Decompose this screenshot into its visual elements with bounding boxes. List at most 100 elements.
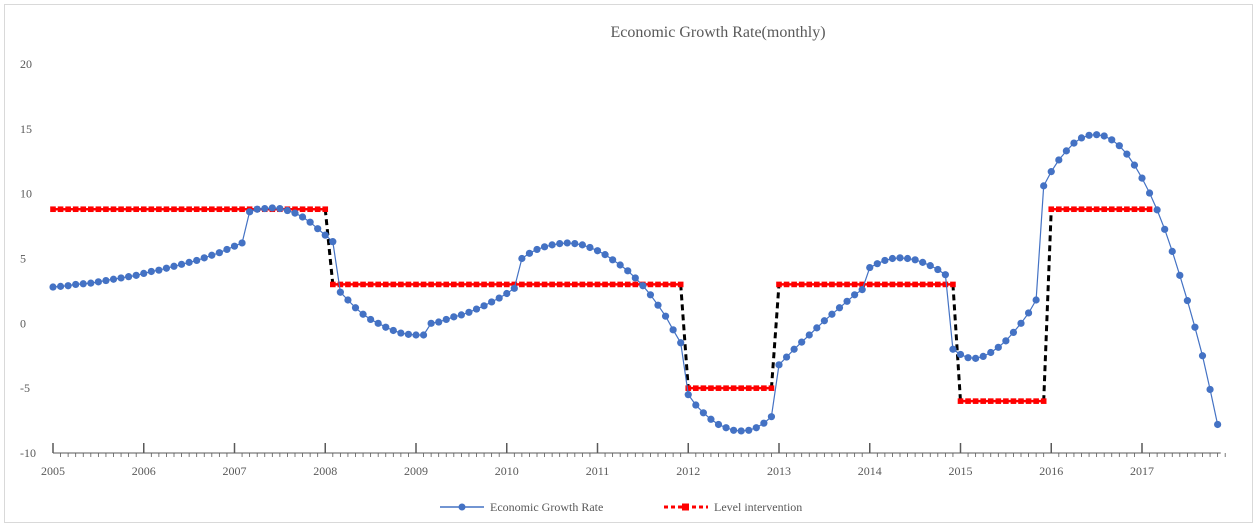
level-point bbox=[526, 281, 533, 288]
level-point bbox=[972, 398, 979, 404]
growth-point bbox=[412, 331, 420, 339]
growth-point bbox=[1040, 182, 1048, 190]
level-point bbox=[587, 281, 593, 288]
growth-point bbox=[510, 284, 518, 292]
growth-point bbox=[692, 401, 700, 409]
level-point bbox=[186, 206, 192, 213]
legend-label-growth: Economic Growth Rate bbox=[490, 500, 603, 514]
growth-point bbox=[926, 262, 934, 270]
growth-point bbox=[843, 297, 851, 305]
level-point bbox=[579, 281, 586, 288]
growth-point bbox=[851, 291, 859, 299]
x-tick-label: 2007 bbox=[223, 464, 247, 478]
growth-point bbox=[329, 238, 337, 246]
x-tick-label: 2016 bbox=[1039, 464, 1063, 478]
level-point bbox=[511, 281, 518, 288]
level-point bbox=[72, 206, 79, 213]
level-point bbox=[1131, 206, 1138, 213]
level-point bbox=[292, 206, 298, 213]
growth-point bbox=[911, 256, 919, 264]
level-point bbox=[50, 206, 56, 213]
level-point bbox=[632, 281, 639, 288]
growth-point bbox=[903, 254, 912, 263]
growth-point bbox=[72, 280, 80, 289]
growth-point bbox=[283, 206, 292, 215]
level-point bbox=[224, 206, 230, 213]
growth-point bbox=[404, 330, 413, 338]
growth-point bbox=[1017, 319, 1025, 327]
level-point bbox=[942, 281, 949, 288]
growth-point bbox=[563, 239, 571, 247]
level-point bbox=[927, 281, 934, 288]
level-point bbox=[617, 281, 623, 288]
growth-point bbox=[480, 302, 488, 310]
level-point bbox=[57, 206, 64, 213]
legend-swatch-growth-marker bbox=[458, 503, 466, 511]
level-point bbox=[1108, 206, 1115, 213]
level-point bbox=[405, 281, 412, 288]
level-point bbox=[1033, 398, 1039, 404]
level-point bbox=[413, 281, 419, 288]
growth-point bbox=[866, 263, 874, 272]
growth-point bbox=[1168, 247, 1176, 255]
level-point bbox=[693, 385, 699, 391]
level-point bbox=[156, 206, 162, 213]
level-point bbox=[670, 281, 676, 288]
level-point bbox=[919, 281, 926, 288]
level-point bbox=[821, 281, 828, 288]
growth-point bbox=[238, 239, 246, 247]
level-point bbox=[730, 385, 737, 391]
level-point bbox=[1146, 206, 1153, 213]
y-axis-labels: 20 15 10 5 0 -5 -10 bbox=[20, 57, 36, 460]
growth-point bbox=[631, 274, 639, 282]
growth-point bbox=[805, 331, 813, 339]
growth-point bbox=[109, 275, 118, 283]
level-point bbox=[624, 281, 631, 288]
level-point bbox=[904, 281, 911, 288]
growth-point bbox=[1161, 225, 1169, 233]
growth-point bbox=[593, 247, 602, 255]
growth-point bbox=[556, 239, 564, 248]
level-point bbox=[1071, 206, 1077, 213]
x-axis: 2005 2006 2007 2008 2009 2010 2011 2012 2013 2014… bbox=[41, 443, 1226, 478]
chart-title: Economic Growth Rate(monthly) bbox=[610, 24, 825, 41]
growth-point bbox=[828, 310, 836, 318]
growth-point bbox=[987, 348, 995, 357]
legend-swatch-level-marker bbox=[682, 503, 689, 511]
growth-point bbox=[548, 241, 556, 249]
level-point bbox=[715, 385, 722, 391]
growth-point bbox=[253, 205, 261, 213]
growth-point bbox=[125, 273, 133, 281]
growth-point bbox=[782, 353, 791, 361]
level-point bbox=[519, 281, 525, 288]
level-point bbox=[897, 281, 903, 288]
growth-point bbox=[102, 276, 110, 285]
growth-point bbox=[578, 241, 586, 249]
level-point bbox=[330, 281, 336, 288]
level-point bbox=[1003, 398, 1009, 404]
level-point bbox=[428, 281, 434, 288]
level-point bbox=[201, 206, 208, 213]
growth-point bbox=[1055, 156, 1063, 164]
level-point bbox=[753, 385, 760, 391]
growth-point bbox=[730, 426, 738, 434]
growth-point bbox=[624, 267, 632, 275]
growth-point bbox=[722, 424, 730, 432]
level-point bbox=[140, 206, 147, 213]
growth-point bbox=[934, 265, 942, 274]
level-connector-line bbox=[679, 284, 690, 389]
level-point bbox=[382, 281, 389, 288]
growth-point bbox=[140, 269, 148, 278]
level-point bbox=[882, 281, 888, 288]
level-point bbox=[1025, 398, 1032, 404]
level-point bbox=[829, 281, 835, 288]
growth-point bbox=[752, 424, 760, 432]
level-point bbox=[738, 385, 744, 391]
level-point bbox=[118, 206, 124, 213]
growth-point bbox=[873, 260, 881, 268]
growth-point bbox=[1176, 271, 1184, 279]
level-point bbox=[1124, 206, 1130, 213]
level-point bbox=[647, 281, 654, 288]
y-tick-label: 5 bbox=[20, 252, 26, 266]
growth-point bbox=[1198, 352, 1207, 360]
